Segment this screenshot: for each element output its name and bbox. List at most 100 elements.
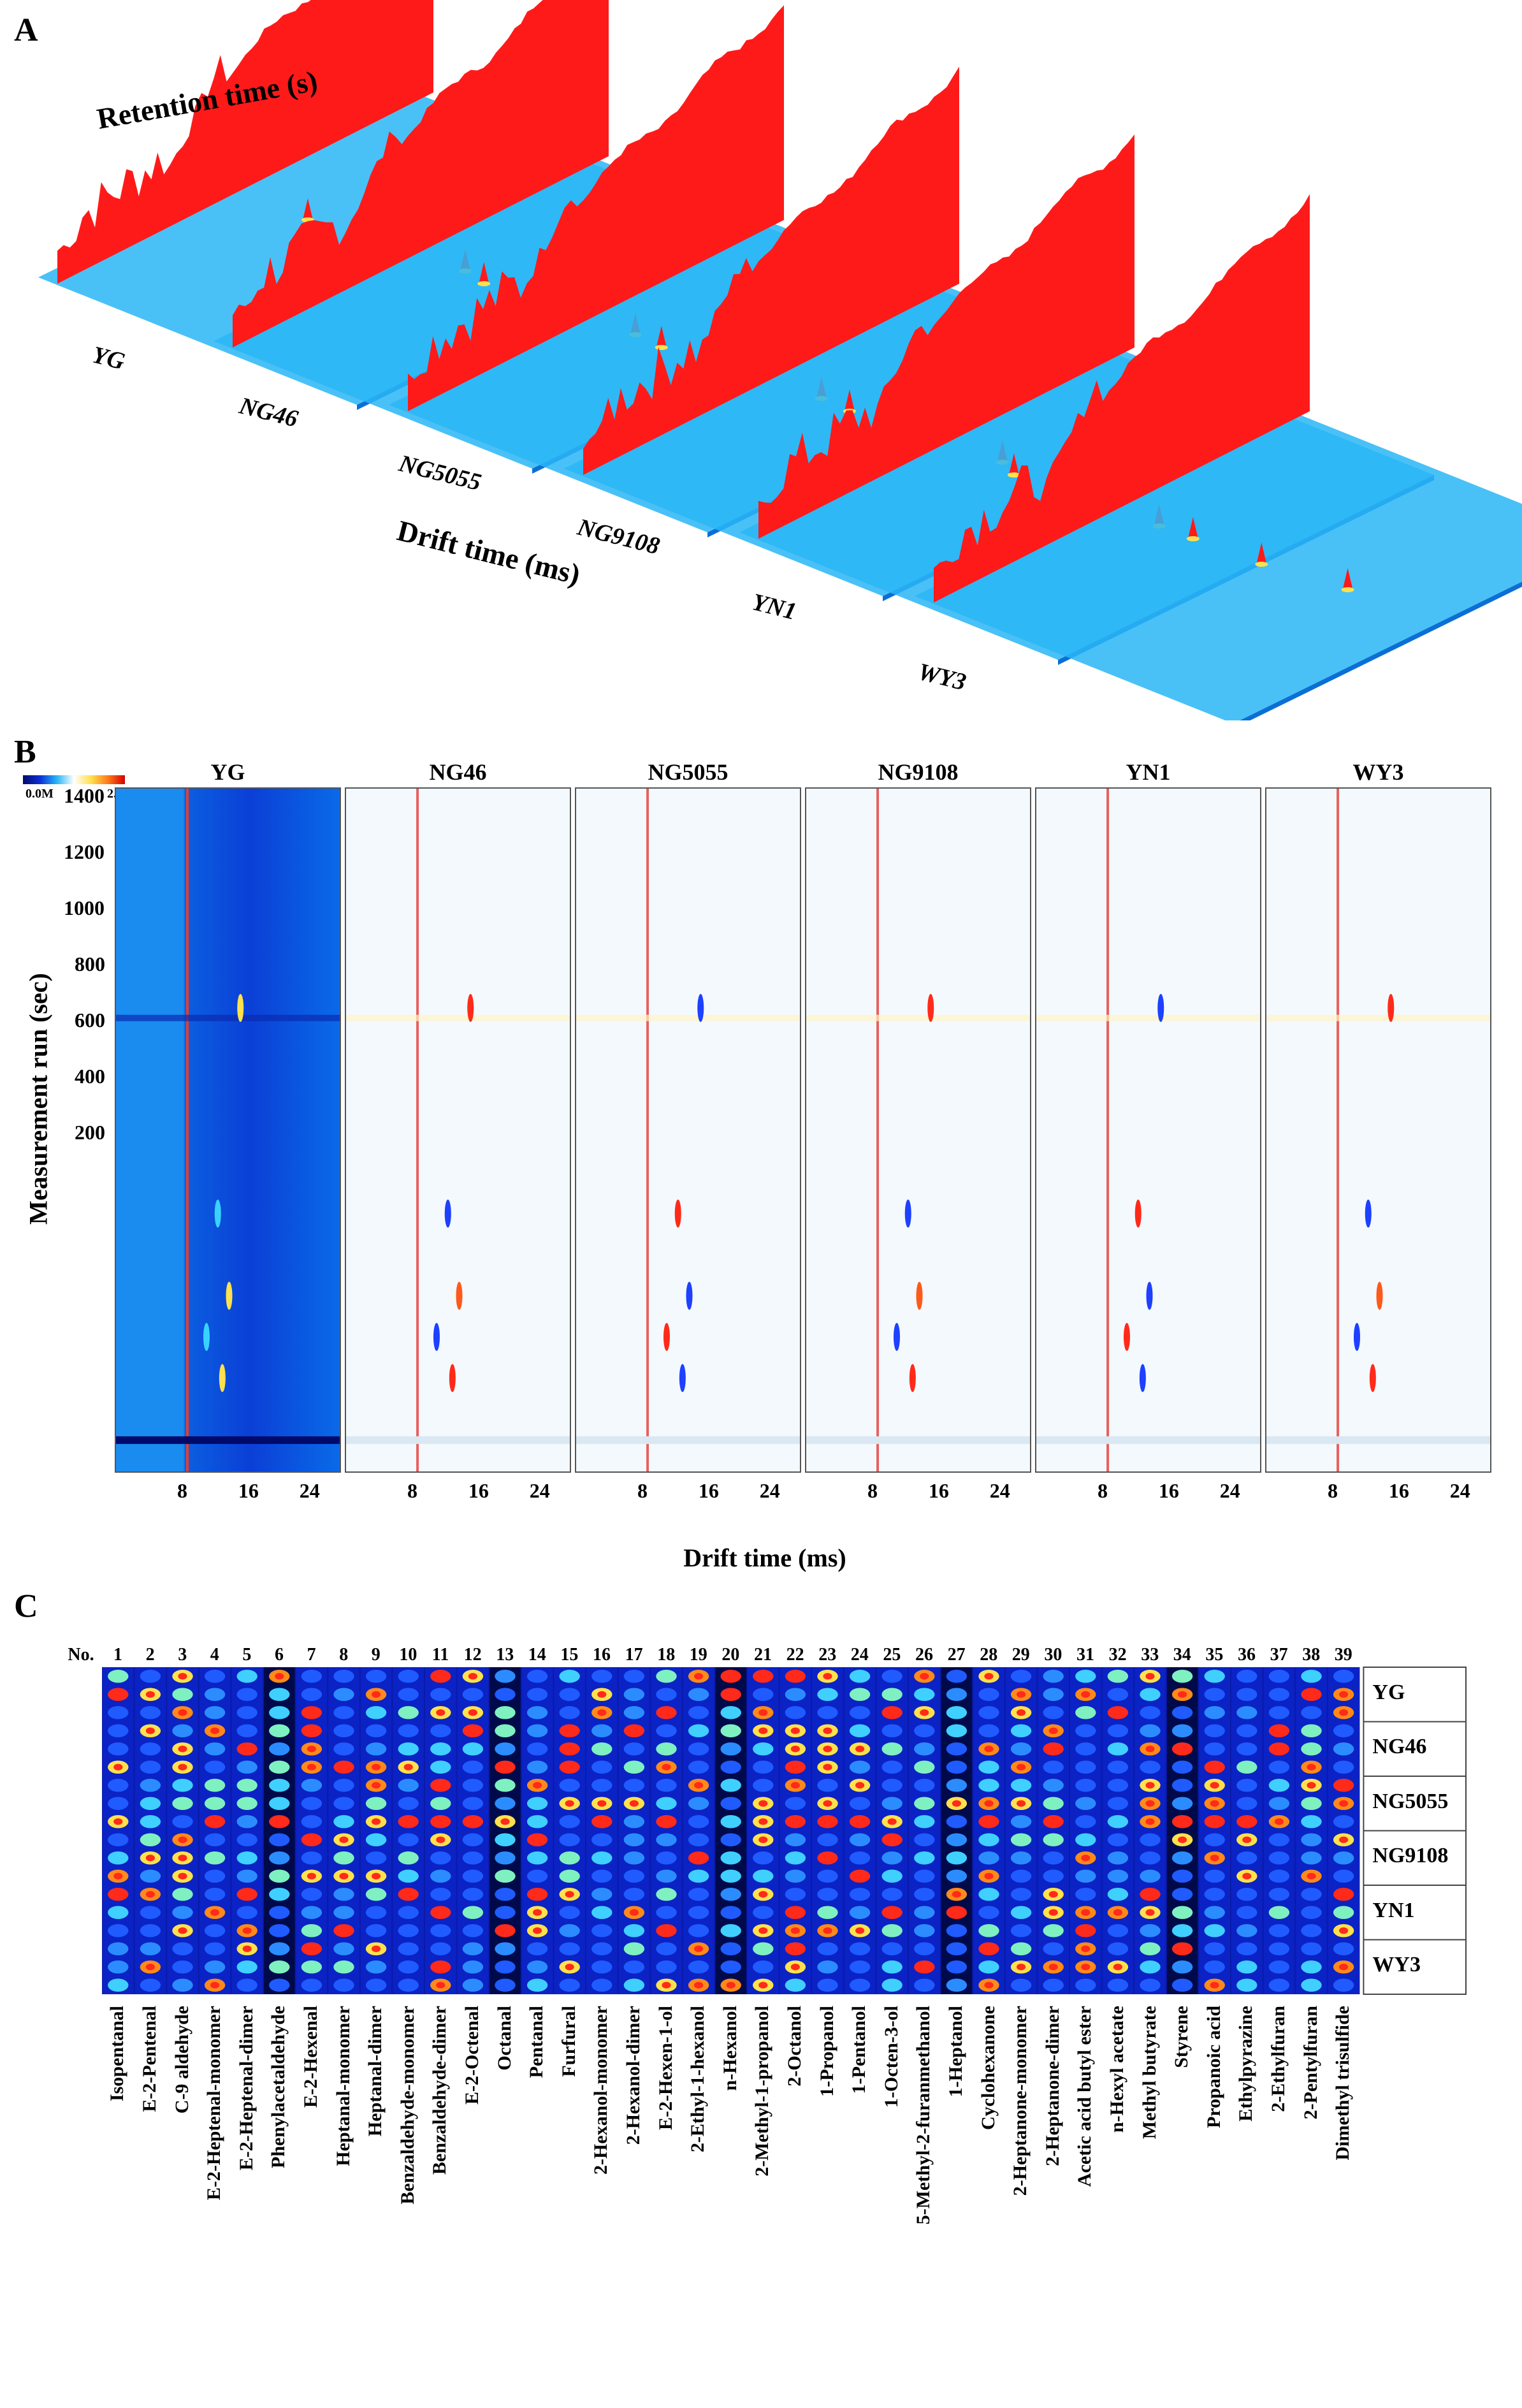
intensity-spot	[526, 1797, 548, 1811]
intensity-core	[1307, 1763, 1316, 1770]
intensity-spot	[849, 1851, 871, 1865]
compound-column	[586, 1667, 618, 1994]
intensity-core	[1242, 1818, 1252, 1825]
x-tick: 16	[1158, 1479, 1179, 1502]
compound-name: 2-Pentylfuran	[1300, 2006, 1321, 2120]
intensity-core	[1339, 1836, 1349, 1843]
compound-column	[812, 1667, 843, 1994]
intensity-spot	[1043, 1923, 1064, 1937]
column-number: 5	[242, 1645, 252, 1665]
intensity-spot	[1268, 1688, 1290, 1702]
intensity-spot	[623, 1742, 645, 1756]
intensity-spot	[946, 1742, 968, 1756]
spectrum-ridge	[233, 0, 609, 347]
rip-line	[1337, 789, 1340, 1471]
intensity-spot	[1107, 1760, 1129, 1774]
compound-name: E-2-Heptenal-monomer	[203, 2006, 225, 2200]
intensity-core	[372, 1691, 381, 1698]
intensity-core	[436, 1964, 446, 1971]
intensity-spot	[656, 1742, 677, 1756]
intensity-core	[1210, 1763, 1219, 1770]
compound-name: 5-Methyl-2-furanmethanol	[913, 2006, 934, 2225]
difference-heatmap	[1035, 787, 1261, 1473]
intensity-spot	[430, 1688, 451, 1702]
intensity-spot	[495, 1705, 516, 1719]
intensity-spot	[881, 1688, 902, 1702]
intensity-spot	[140, 1923, 161, 1937]
intensity-core	[339, 1836, 349, 1843]
y-axis-label: Measurement run (sec)	[24, 973, 53, 1225]
intensity-core	[1210, 1981, 1219, 1988]
intensity-spot	[365, 1851, 387, 1865]
intensity-spot	[365, 1906, 387, 1920]
intensity-core	[242, 1891, 252, 1898]
intensity-spot	[688, 1869, 709, 1883]
intensity-spot	[881, 1742, 902, 1756]
y-tick: 1400	[64, 784, 105, 807]
intensity-spot	[172, 1960, 193, 1974]
intensity-spot	[269, 1797, 290, 1811]
intensity-core	[533, 1909, 542, 1916]
intensity-spot	[656, 1942, 677, 1956]
intensity-spot	[1075, 1797, 1096, 1811]
intensity-spot	[817, 1942, 838, 1956]
intensity-core	[1113, 1709, 1122, 1716]
intensity-spot	[978, 1887, 999, 1901]
intensity-core	[339, 1927, 349, 1934]
intensity-spot	[172, 1906, 193, 1920]
floor-peak	[1008, 453, 1019, 475]
intensity-spot	[591, 1923, 612, 1937]
group-label: YN1	[1372, 1898, 1415, 1922]
intensity-spot	[269, 1778, 290, 1792]
intensity-spot	[849, 1906, 871, 1920]
intensity-spot	[462, 1797, 484, 1811]
intensity-core	[145, 1891, 155, 1898]
intensity-spot	[495, 1942, 516, 1956]
intensity-spot	[656, 1797, 677, 1811]
intensity-core	[1017, 1800, 1026, 1807]
column-number: 15	[560, 1645, 579, 1665]
panel-b: B 0.0M 2.0M Measurement run (sec) 1400 1…	[0, 733, 1522, 1581]
intensity-spot	[269, 1724, 290, 1738]
intensity-spot	[140, 1778, 161, 1792]
intensity-spot	[1075, 1669, 1096, 1683]
intensity-spot	[495, 1978, 516, 1992]
compound-name: Furfural	[558, 2006, 579, 2077]
peak-spot	[1369, 1364, 1376, 1392]
intensity-spot	[204, 1688, 226, 1702]
compound-column	[425, 1667, 456, 1994]
intensity-spot	[1333, 1814, 1354, 1828]
intensity-core	[1307, 1691, 1316, 1698]
intensity-spot	[236, 1869, 257, 1883]
intensity-spot	[1333, 1942, 1354, 1956]
heatmap-features	[346, 789, 570, 1471]
intensity-core	[694, 1981, 704, 1988]
compound-column	[715, 1667, 746, 1994]
intensity-spot	[1010, 1724, 1032, 1738]
intensity-spot	[140, 1797, 161, 1811]
intensity-core	[1081, 1945, 1091, 1952]
intensity-spot	[1204, 1724, 1225, 1738]
intensity-spot	[881, 1797, 902, 1811]
intensity-spot	[462, 1942, 484, 1956]
compound-name: Octanal	[493, 2006, 515, 2071]
intensity-spot	[365, 1797, 387, 1811]
baseline-band	[1266, 1436, 1490, 1444]
compound-name: 1-Octen-3-ol	[880, 2006, 902, 2108]
intensity-spot	[1268, 1869, 1290, 1883]
intensity-core	[1210, 1855, 1219, 1862]
compound-column	[554, 1667, 585, 1994]
intensity-spot	[1204, 1705, 1225, 1719]
intensity-spot	[236, 1724, 257, 1738]
intensity-spot	[591, 1833, 612, 1847]
x-tick: 8	[867, 1479, 878, 1502]
intensity-core	[145, 1855, 155, 1862]
intensity-core	[887, 1709, 897, 1716]
compound-name: 1-Pentanol	[848, 2006, 870, 2094]
intensity-spot	[462, 1778, 484, 1792]
floor-peak	[1256, 543, 1267, 564]
heatmap-features	[576, 789, 800, 1471]
intensity-spot	[559, 1778, 580, 1792]
intensity-spot	[656, 1724, 677, 1738]
intensity-spot	[914, 1760, 935, 1774]
